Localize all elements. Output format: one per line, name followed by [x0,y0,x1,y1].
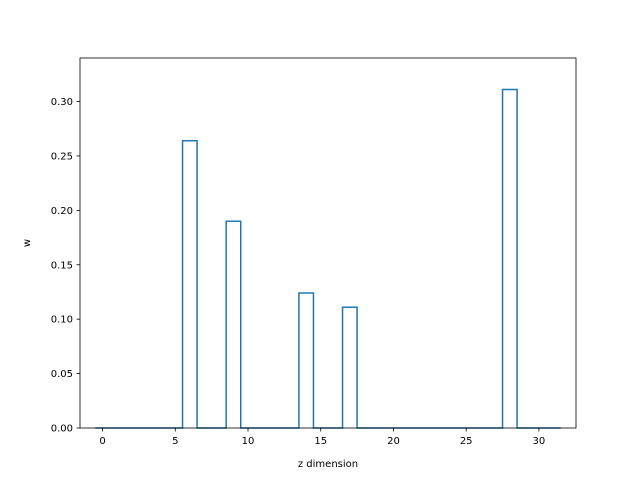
y-axis-label: w [22,239,33,247]
x-tick-label: 0 [99,436,105,447]
x-tick-label: 5 [172,436,178,447]
y-tick-label: 0.25 [51,151,73,162]
y-tick-label: 0.10 [51,315,73,326]
plot-area [80,58,576,428]
y-tick-label: 0.15 [51,260,73,271]
x-tick-label: 30 [533,436,546,447]
x-axis-ticks: 0 5 10 15 20 25 30 [99,428,545,447]
plot-frame [79,57,577,429]
x-tick-label: 10 [242,436,255,447]
y-tick-label: 0.05 [51,369,73,380]
x-tick-label: 15 [314,436,327,447]
x-tick-label: 25 [460,436,473,447]
y-tick-label: 0.30 [51,97,73,108]
x-axis-label: z dimension [298,459,358,470]
y-axis-ticks: 0.00 0.05 0.10 0.15 0.20 0.25 0.30 [51,97,80,435]
y-tick-label: 0.00 [51,424,73,435]
x-tick-label: 20 [387,436,400,447]
y-tick-label: 0.20 [51,206,73,217]
